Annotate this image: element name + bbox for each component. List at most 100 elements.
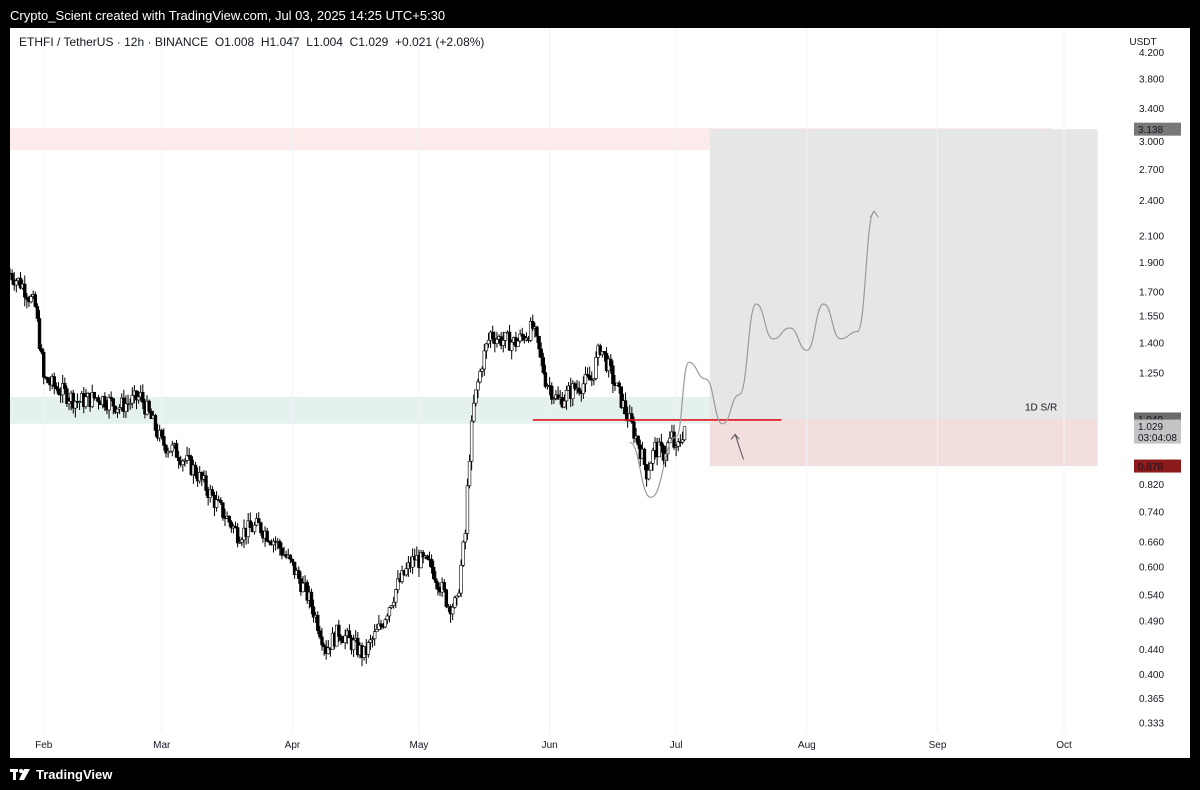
candle-body <box>476 381 480 391</box>
candle-body <box>647 469 651 480</box>
candle-body <box>501 340 505 346</box>
candle-body <box>311 606 316 618</box>
candle-body <box>265 530 269 542</box>
candle-body <box>292 561 297 575</box>
y-tick-label: 0.540 <box>1139 591 1164 602</box>
close-value: C1.029 <box>349 35 389 49</box>
projection-path <box>629 210 875 498</box>
candle-body <box>160 429 164 437</box>
candle-body <box>181 460 185 466</box>
x-tick-label: Mar <box>153 740 171 751</box>
top-bar: Crypto_Scient created with TradingView.c… <box>0 0 1200 28</box>
x-tick-label: Feb <box>35 740 53 751</box>
candle-body <box>63 383 67 390</box>
candle-body <box>491 331 495 339</box>
candle-body <box>535 326 539 337</box>
candle-body <box>619 386 624 408</box>
candle-body <box>425 555 430 560</box>
candle-body <box>252 524 257 533</box>
candle-body <box>463 533 468 543</box>
candle-body <box>309 591 314 608</box>
candle-body <box>347 630 352 639</box>
candle-body <box>257 518 261 523</box>
candle-body <box>680 439 685 443</box>
candle-body <box>389 605 394 608</box>
candle-body <box>429 559 434 568</box>
y-tick-label: 1.900 <box>1139 258 1164 269</box>
candle-body <box>581 383 586 394</box>
candle-body <box>153 415 158 431</box>
candle-body <box>128 402 132 405</box>
candle-body <box>39 348 44 353</box>
price-tag-stop-label: 0.878 <box>1138 462 1163 473</box>
y-tick-label: 0.365 <box>1139 694 1164 705</box>
x-tick-label: Sep <box>929 740 947 751</box>
candle-body <box>419 552 423 569</box>
open-value: O1.008 <box>214 35 255 49</box>
candle-body <box>176 457 181 461</box>
candle-body <box>372 631 377 640</box>
currency-label: USDT <box>1129 37 1156 48</box>
candle-body <box>77 401 82 404</box>
candle-body <box>661 445 666 461</box>
candle-body <box>366 642 371 655</box>
tradingview-logo[interactable]: TradingView <box>10 767 112 782</box>
candle-body <box>450 606 455 615</box>
candle-body <box>84 396 88 408</box>
candle-body <box>248 520 253 529</box>
candle-body <box>537 336 541 350</box>
candle-body <box>507 331 512 351</box>
candle-body <box>168 450 172 453</box>
candle-body <box>297 570 301 579</box>
candle-body <box>183 460 187 462</box>
price-chart[interactable]: 1D S/R Feb Mar Apr May Jun Jul Aug Sep Oct USDT4.2… <box>10 28 1190 758</box>
candle-body <box>187 455 191 457</box>
candle-body <box>459 564 463 594</box>
candle-body <box>461 541 465 566</box>
candle-body <box>518 333 522 342</box>
x-tick-label: Jul <box>670 740 683 751</box>
candle-body <box>472 402 476 422</box>
candle-body <box>92 392 97 399</box>
candle-body <box>379 623 383 627</box>
price-axis <box>1123 28 1190 758</box>
candle-body <box>259 522 263 533</box>
chart-panel[interactable]: 1D S/R Feb Mar Apr May Jun Jul Aug Sep Oct USDT 4.2… <box>10 28 1190 758</box>
candle-body <box>410 556 415 568</box>
candle-body <box>552 398 556 400</box>
candle-body <box>42 351 46 378</box>
y-tick-label: 1.250 <box>1139 369 1164 380</box>
candle-body <box>550 385 554 400</box>
candle-body <box>305 582 309 601</box>
price-tag-countdown-label: 03:04:08 <box>1138 433 1177 444</box>
x-tick-label: Aug <box>798 740 816 751</box>
candles <box>10 268 687 667</box>
candle-body <box>25 296 29 300</box>
y-tick-label: 3.400 <box>1139 104 1164 115</box>
candle-body <box>659 441 664 447</box>
candle-body <box>564 390 569 402</box>
candle-body <box>221 502 225 518</box>
candle-body <box>495 338 499 344</box>
candle-body <box>141 392 145 403</box>
price-tag-stop <box>1134 459 1181 473</box>
candle-body <box>214 499 219 508</box>
candle-body <box>531 321 535 329</box>
candle-body <box>484 343 489 352</box>
candle-body <box>216 499 221 501</box>
candle-body <box>46 377 50 384</box>
candle-body <box>318 630 322 638</box>
candle-body <box>585 374 590 376</box>
candle-body <box>162 436 166 446</box>
candle-body <box>602 351 607 354</box>
candle-body <box>480 368 484 372</box>
candle-body <box>96 397 101 403</box>
candle-body <box>174 443 179 458</box>
candle-body <box>590 379 594 382</box>
credit-text: Crypto_Scient created with TradingView.c… <box>10 8 446 23</box>
y-tick-label: 3.800 <box>1139 75 1164 86</box>
candle-body <box>387 607 392 617</box>
candle-body <box>436 582 440 590</box>
candle-body <box>316 614 320 631</box>
x-tick-label: Jun <box>542 740 558 751</box>
